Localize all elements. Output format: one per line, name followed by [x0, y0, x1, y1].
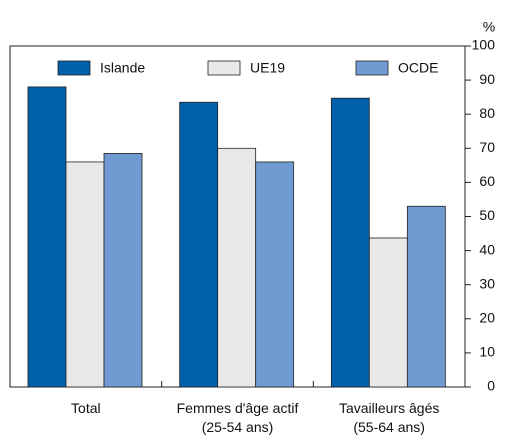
legend-swatch [207, 60, 241, 76]
bar [179, 101, 219, 388]
y-unit: % [483, 19, 495, 35]
legend-label: UE19 [250, 60, 285, 76]
bar [27, 86, 67, 388]
bar [65, 161, 105, 388]
y-tick-label: 20 [479, 310, 495, 326]
y-tick-label: 0 [487, 378, 495, 394]
x-tick-line: (25-54 ans) [202, 419, 274, 435]
bar [103, 153, 143, 388]
x-tick-label: Tavailleurs âgés (55-64 ans) [339, 400, 439, 435]
y-tick-label: 30 [479, 275, 495, 291]
bar [406, 205, 446, 388]
bar [217, 147, 257, 388]
legend-label: OCDE [398, 60, 438, 76]
y-tick-label: 40 [479, 241, 495, 257]
y-tick-label: 60 [479, 173, 495, 189]
y-tick-label: 10 [479, 344, 495, 360]
legend-swatch [57, 60, 91, 76]
x-tick-line: Femmes d'âge actif [177, 400, 299, 416]
x-tick-label: Femmes d'âge actif (25-54 ans) [177, 400, 299, 435]
y-tick-label: 70 [479, 139, 495, 155]
bar [255, 161, 295, 388]
x-tick-line: Total [71, 400, 101, 416]
y-tick-label: 100 [472, 37, 496, 53]
x-tick-line: Tavailleurs âgés [339, 400, 439, 416]
x-tick-label: Total [71, 400, 101, 416]
y-tick-label: 50 [479, 207, 495, 223]
bar [368, 237, 408, 388]
y-tick-label: 80 [479, 105, 495, 121]
legend-label: Islande [100, 60, 145, 76]
x-tick-line: (55-64 ans) [353, 419, 425, 435]
bar [330, 97, 370, 388]
y-tick-label: 90 [479, 71, 495, 87]
legend-swatch [355, 60, 389, 76]
